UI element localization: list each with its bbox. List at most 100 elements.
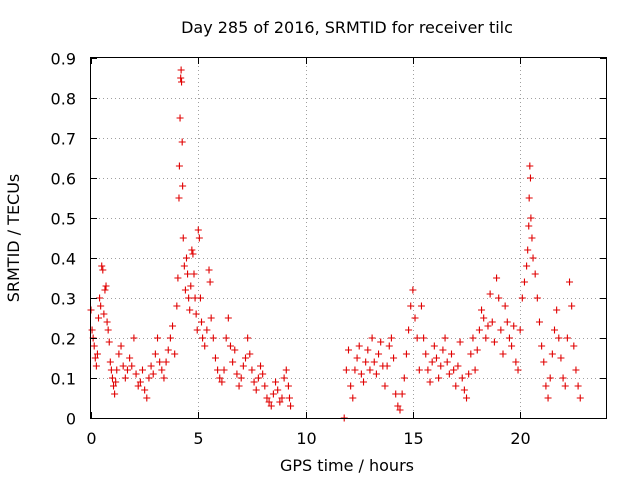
data-point bbox=[117, 342, 125, 350]
data-point bbox=[526, 174, 534, 182]
data-point bbox=[450, 366, 458, 374]
data-point bbox=[435, 374, 443, 382]
data-point bbox=[149, 370, 157, 378]
data-point bbox=[121, 374, 129, 382]
data-point bbox=[437, 362, 445, 370]
data-point bbox=[353, 354, 361, 362]
axis-ticks bbox=[91, 58, 606, 419]
data-point bbox=[186, 306, 194, 314]
data-point bbox=[473, 346, 481, 354]
data-point bbox=[518, 294, 526, 302]
data-point bbox=[198, 318, 206, 326]
data-point bbox=[126, 354, 134, 362]
data-point bbox=[233, 370, 241, 378]
data-point bbox=[231, 346, 239, 354]
y-tick-label: 0.9 bbox=[51, 50, 76, 69]
data-point bbox=[499, 350, 507, 358]
data-point bbox=[342, 366, 350, 374]
y-tick-label: 0.6 bbox=[51, 170, 76, 189]
data-point bbox=[516, 326, 524, 334]
data-point bbox=[175, 162, 183, 170]
data-point bbox=[366, 366, 374, 374]
data-point bbox=[469, 334, 477, 342]
data-point bbox=[185, 294, 193, 302]
x-tick-labels: 0 5 10 15 20 bbox=[86, 429, 530, 448]
data-point bbox=[488, 318, 496, 326]
data-point bbox=[400, 374, 408, 382]
data-point bbox=[441, 334, 449, 342]
data-point bbox=[456, 338, 464, 346]
data-point bbox=[392, 390, 400, 398]
data-point bbox=[387, 334, 395, 342]
data-point bbox=[512, 358, 520, 366]
data-point bbox=[390, 354, 398, 362]
data-point bbox=[92, 362, 100, 370]
data-point bbox=[176, 114, 184, 122]
data-point bbox=[254, 374, 262, 382]
data-point bbox=[188, 246, 196, 254]
data-point bbox=[546, 374, 554, 382]
data-point bbox=[439, 346, 447, 354]
data-point bbox=[106, 358, 114, 366]
data-point bbox=[398, 390, 406, 398]
x-tick-label: 0 bbox=[86, 429, 96, 448]
data-point bbox=[280, 374, 288, 382]
y-tick-label: 0.2 bbox=[51, 330, 76, 349]
data-point bbox=[285, 394, 293, 402]
data-point bbox=[493, 274, 501, 282]
data-point bbox=[553, 306, 561, 314]
data-point bbox=[381, 382, 389, 390]
data-point bbox=[207, 314, 215, 322]
data-point bbox=[486, 290, 494, 298]
data-point bbox=[205, 266, 213, 274]
data-point bbox=[184, 270, 192, 278]
data-point bbox=[428, 358, 436, 366]
data-point bbox=[561, 382, 569, 390]
data-point bbox=[239, 362, 247, 370]
data-point bbox=[95, 314, 103, 322]
data-point bbox=[426, 378, 434, 386]
data-point bbox=[211, 354, 219, 362]
data-point bbox=[154, 334, 162, 342]
data-point bbox=[535, 318, 543, 326]
data-point bbox=[179, 234, 187, 242]
data-point bbox=[465, 370, 473, 378]
data-point bbox=[257, 362, 265, 370]
data-point bbox=[123, 366, 131, 374]
data-point bbox=[147, 362, 155, 370]
data-point bbox=[130, 334, 138, 342]
data-point bbox=[104, 326, 112, 334]
data-point bbox=[177, 66, 185, 74]
data-point bbox=[192, 310, 200, 318]
data-point bbox=[111, 390, 119, 398]
data-point bbox=[422, 350, 430, 358]
data-point bbox=[244, 334, 252, 342]
data-point bbox=[171, 350, 179, 358]
data-point bbox=[101, 286, 109, 294]
data-point bbox=[370, 358, 378, 366]
data-point bbox=[100, 310, 108, 318]
data-point bbox=[246, 350, 254, 358]
data-point bbox=[448, 350, 455, 358]
data-point bbox=[263, 394, 271, 402]
data-point bbox=[417, 302, 425, 310]
data-point bbox=[143, 394, 151, 402]
data-point bbox=[526, 162, 534, 170]
data-point bbox=[413, 334, 421, 342]
chart-title: Day 285 of 2016, SRMTID for receiver til… bbox=[181, 18, 513, 37]
data-point bbox=[548, 350, 556, 358]
data-point bbox=[158, 366, 166, 374]
data-point bbox=[407, 302, 415, 310]
data-point bbox=[139, 366, 146, 374]
data-point bbox=[105, 338, 113, 346]
data-point bbox=[173, 302, 181, 310]
data-point bbox=[505, 334, 513, 342]
data-point bbox=[495, 294, 503, 302]
data-point bbox=[93, 350, 101, 358]
x-tick-label: 5 bbox=[193, 429, 203, 448]
data-point bbox=[345, 346, 352, 354]
data-point bbox=[368, 334, 376, 342]
data-point bbox=[510, 322, 518, 330]
data-point bbox=[432, 354, 440, 362]
